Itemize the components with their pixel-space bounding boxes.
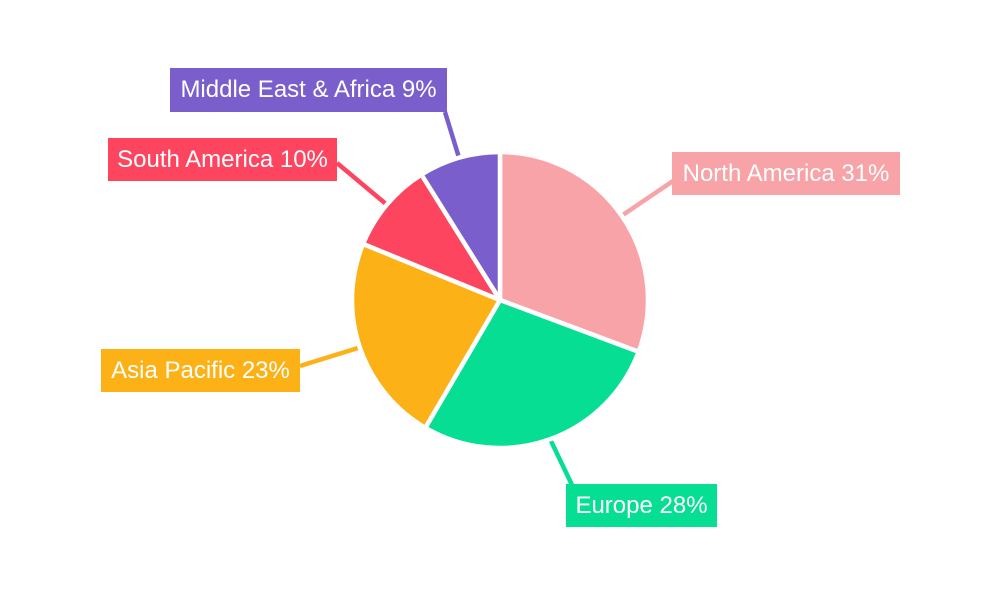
callout-label-europe: Europe 28% — [566, 484, 717, 527]
pie-slice-south-america[interactable] — [360, 172, 503, 303]
leader-line-europe — [545, 432, 575, 486]
leader-line-north-america — [615, 179, 675, 221]
callout-label-south-america: South America 10% — [108, 138, 337, 181]
callout-label-asia-pacific: Asia Pacific 23% — [101, 349, 300, 392]
callout-label-middle-east-africa: Middle East & Africa 9% — [170, 68, 447, 112]
callout-label-north-america: North America 31% — [672, 152, 900, 195]
leader-line-south-america — [335, 161, 393, 211]
pie-slice-middle-east-africa[interactable] — [419, 149, 503, 303]
pie-slice-asia-pacific[interactable] — [349, 241, 503, 431]
leader-line-asia-pacific — [299, 343, 367, 369]
leader-line-middle-east-africa — [442, 111, 463, 165]
pie-slice-north-america[interactable] — [497, 149, 651, 355]
